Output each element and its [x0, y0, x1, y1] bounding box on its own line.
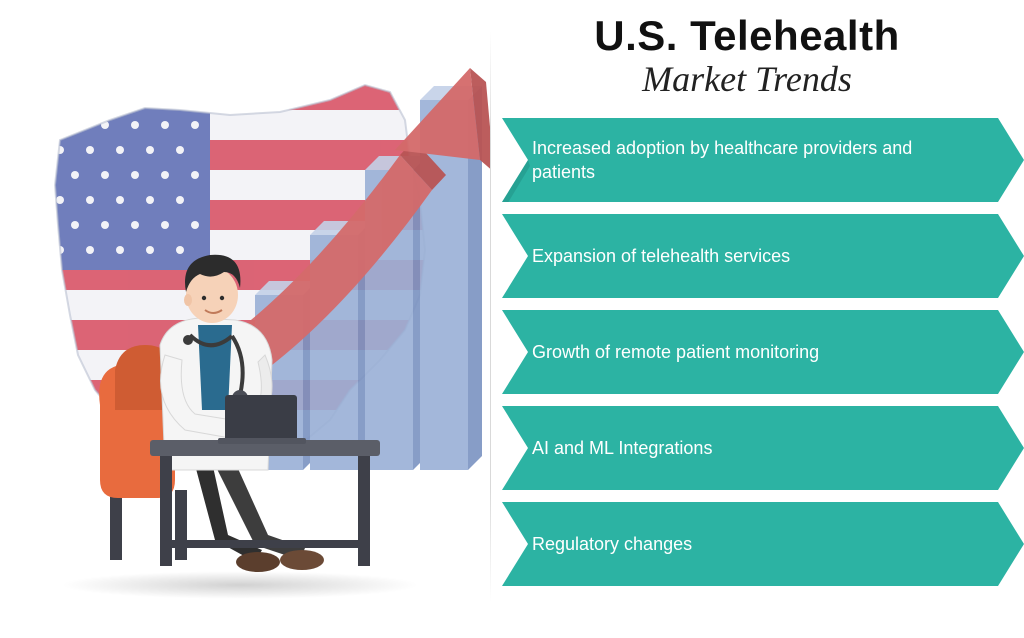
trend-item-3: Growth of remote patient monitoring [502, 310, 1024, 394]
trend-list: Increased adoption by healthcare provide… [490, 118, 1024, 586]
trend-label: Regulatory changes [532, 532, 692, 556]
title-main: U.S. Telehealth [490, 12, 1004, 60]
legs [195, 462, 324, 572]
illustration-region [0, 0, 490, 633]
head [184, 255, 240, 323]
trend-item-1: Increased adoption by healthcare provide… [502, 118, 1024, 202]
floor-shadow [60, 571, 420, 599]
trend-label: Expansion of telehealth services [532, 244, 790, 268]
illustration-svg [0, 0, 490, 633]
trend-item-5: Regulatory changes [502, 502, 1024, 586]
laptop [218, 395, 306, 444]
trend-item-4: AI and ML Integrations [502, 406, 1024, 490]
title-sub: Market Trends [490, 58, 1004, 100]
trend-label: Increased adoption by healthcare provide… [532, 136, 932, 185]
trend-label: Growth of remote patient monitoring [532, 340, 819, 364]
trend-item-2: Expansion of telehealth services [502, 214, 1024, 298]
trend-label: AI and ML Integrations [532, 436, 712, 460]
